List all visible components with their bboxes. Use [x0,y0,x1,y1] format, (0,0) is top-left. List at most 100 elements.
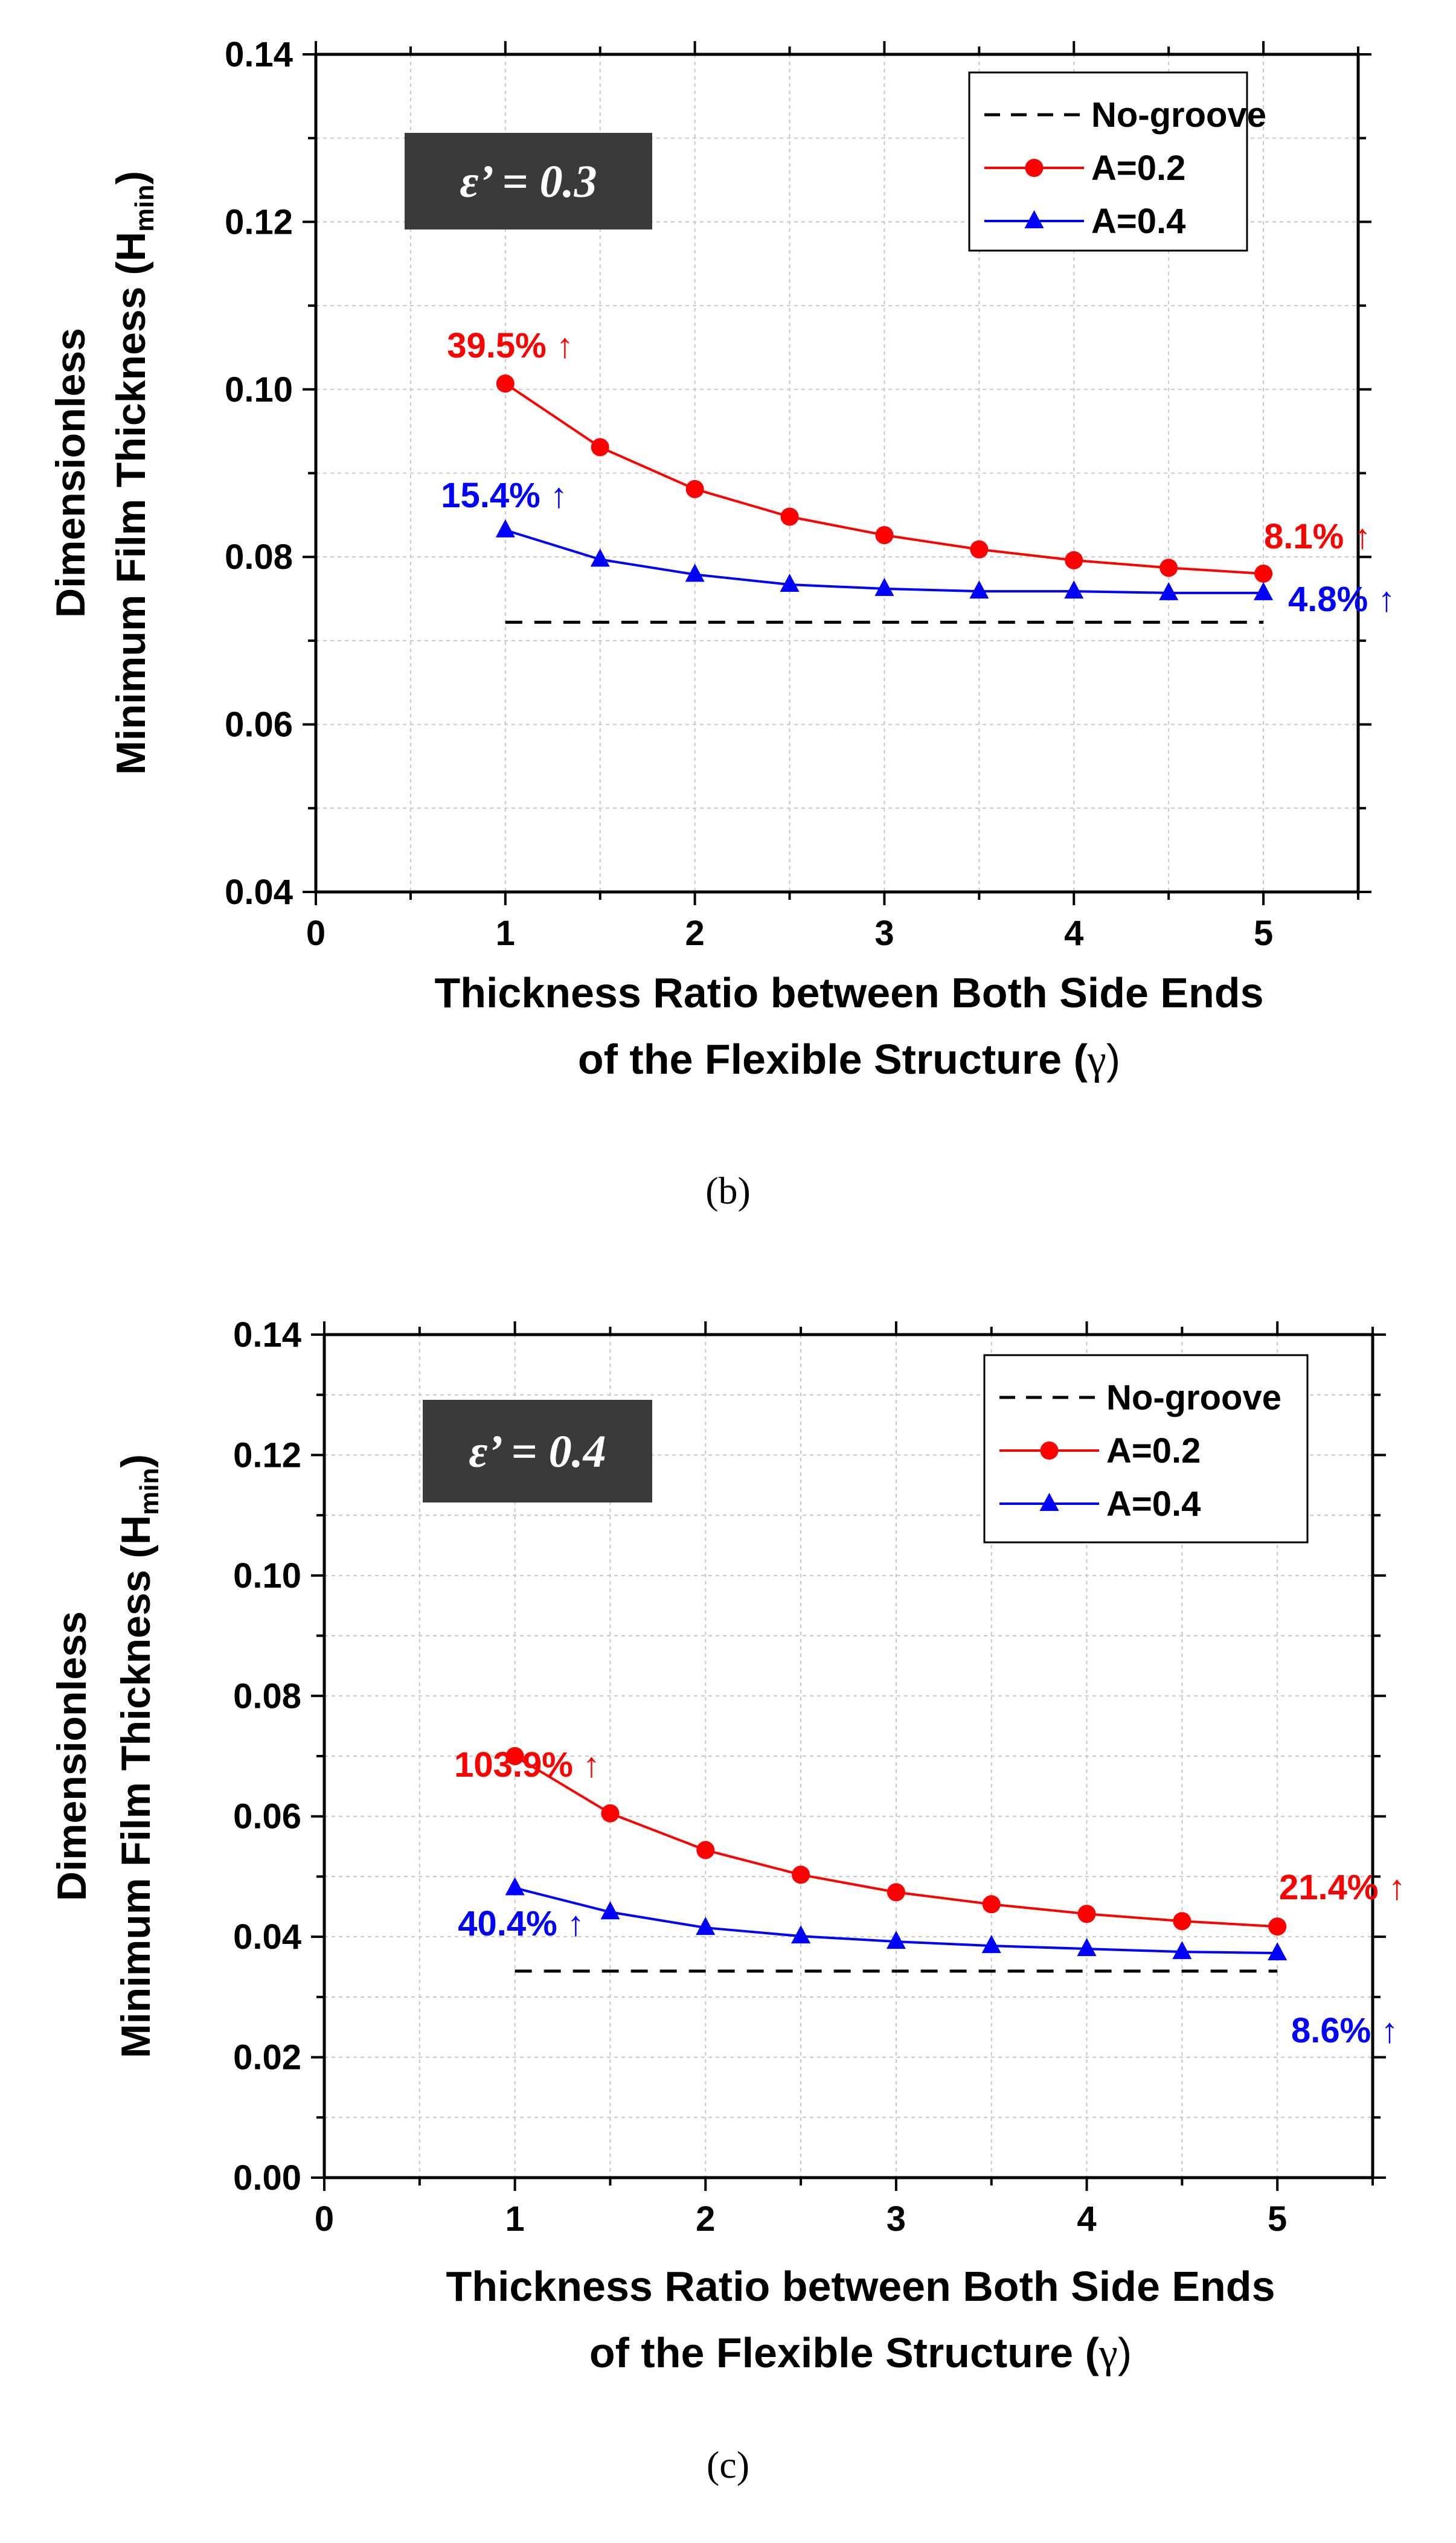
data-point-a02 [780,507,799,526]
caption-c: (c) [706,2443,750,2486]
epsilon-badge-label: ε’ = 0.3 [460,156,597,207]
legend-marker-circle [1025,159,1044,177]
figure-c: 0 1 2 3 4 5 0.00 0.02 0.04 0.06 0.08 0.10 0.12 0.14 Di… [0,1271,1456,2543]
data-point-a02 [1254,564,1273,583]
data-point-a04 [505,1877,525,1896]
data-point-a04 [685,563,705,582]
y-axis-label-end: ) [108,171,154,185]
y-axis-label-line2: Minimum Film Thickness (Hmin) [108,171,159,775]
x-axis-label-gamma: γ [1087,1037,1106,1083]
figure-b: 0 1 2 3 4 5 0.04 0.06 0.08 0.10 0.12 0.14 Dimensionl… [0,0,1456,1268]
percent-annotation: 40.4% ↑ [458,1904,585,1943]
data-point-a02 [601,1804,620,1823]
x-axis-label-end: ) [1106,1036,1120,1083]
legend-label: A=0.2 [1106,1431,1201,1470]
percent-annotation: 21.4% ↑ [1279,1868,1406,1907]
data-point-a04 [780,573,800,592]
y-axis-label-line1: Dimensionless [48,328,94,618]
data-point-a04 [981,1935,1001,1954]
epsilon-badge-label: ε’ = 0.4 [469,1426,606,1477]
data-point-a02 [496,374,515,393]
y-tick-label: 0.02 [233,2038,301,2077]
data-point-a04 [874,577,894,596]
data-point-a04 [1064,580,1084,599]
y-tick-label: 0.12 [225,202,293,242]
data-point-a02 [970,540,989,559]
legend-label: A=0.4 [1106,1484,1201,1524]
legend-label: No-groove [1106,1378,1281,1417]
y-axis-label-subscript: min [130,185,159,232]
caption-b: (b) [705,1169,751,1212]
x-axis-label-line1: Thickness Ratio between Both Side Ends [446,2263,1275,2310]
y-tick-label: 0.06 [233,1797,301,1836]
data-point-a02 [887,1883,905,1902]
data-point-a02 [1268,1917,1287,1936]
percent-annotation: 4.8% ↑ [1288,580,1395,619]
y-tick-label: 0.10 [225,370,293,409]
legend-marker-triangle [1024,210,1044,228]
legend-box [983,1354,1309,1544]
y-tick-label: 0.08 [225,537,293,577]
x-tick-label: 0 [306,914,326,953]
data-point-a04 [590,548,610,567]
x-tick-label: 2 [685,914,705,953]
y-tick-label: 0.10 [233,1556,301,1595]
epsilon-badge-box [405,133,652,229]
x-tick-label: 4 [1077,2199,1096,2239]
data-point-a02 [1159,559,1178,577]
percent-annotation: 15.4% ↑ [441,476,568,515]
legend-label: A=0.2 [1091,149,1185,188]
x-tick-label: 4 [1064,914,1083,953]
data-point-a04 [1254,582,1274,600]
data-point-a04 [969,580,989,599]
x-axis-label-line1: Thickness Ratio between Both Side Ends [434,969,1263,1016]
y-tick-label: 0.06 [225,705,293,745]
x-tick-label: 1 [496,914,515,953]
data-point-a02 [591,438,609,457]
y-axis-label-end: ) [113,1454,159,1468]
y-axis-label-line1: Dimensionless [49,1611,95,1901]
y-tick-label: 0.12 [233,1435,301,1475]
percent-annotation: 8.1% ↑ [1264,517,1371,556]
data-point-a04 [791,1925,811,1944]
data-point-a02 [505,1747,524,1765]
chart-c: 0 1 2 3 4 5 0.00 0.02 0.04 0.06 0.08 0.10 0.12 0.14 Di… [49,1315,1406,2377]
x-axis-label-main: of the Flexible Structure ( [578,1036,1088,1083]
x-tick-label: 5 [1268,2199,1287,2239]
legend-marker-triangle [1039,1493,1059,1511]
percent-annotation: 8.6% ↑ [1291,2011,1398,2050]
data-point-a04 [1268,1942,1288,1961]
legend-label: A=0.4 [1091,202,1185,241]
data-point-a04 [886,1931,906,1949]
y-tick-label: 0.08 [233,1676,301,1716]
x-axis-label-end: ) [1118,2329,1132,2376]
y-axis-label-line2: Minimum Film Thickness (Hmin) [113,1454,164,2058]
data-point-a02 [685,479,704,498]
data-point-a02 [792,1865,810,1884]
y-axis-label-main: Minimum Film Thickness (H [113,1515,159,2058]
percent-annotation: 39.5% ↑ [447,326,574,365]
x-axis-label-gamma: γ [1098,2330,1118,2377]
data-point-a02 [696,1841,715,1859]
percent-annotation: 103.9% ↑ [454,1745,600,1785]
x-tick-label: 2 [696,2199,715,2239]
x-tick-label: 3 [874,914,894,953]
x-tick-label: 3 [887,2199,906,2239]
data-point-a04 [696,1917,716,1935]
data-point-a04 [495,519,515,537]
x-tick-label: 0 [315,2199,334,2239]
data-point-a04 [1077,1938,1097,1957]
y-tick-label: 0.04 [233,1917,301,1957]
y-tick-label: 0.04 [225,873,293,912]
chart-b: 0 1 2 3 4 5 0.04 0.06 0.08 0.10 0.12 0.14 Dimensionl… [48,35,1395,1083]
data-point-a04 [1172,1941,1192,1960]
y-tick-label: 0.14 [233,1315,301,1355]
data-point-a02 [1065,551,1083,569]
x-axis-label-line2: of the Flexible Structure (γ) [578,1036,1120,1083]
data-point-a02 [982,1895,1001,1914]
x-axis-label-line2: of the Flexible Structure (γ) [589,2329,1132,2377]
y-tick-label: 0.14 [225,35,293,74]
data-point-a04 [1159,582,1179,600]
y-axis-label-subscript: min [135,1468,164,1515]
x-tick-label: 5 [1254,914,1273,953]
